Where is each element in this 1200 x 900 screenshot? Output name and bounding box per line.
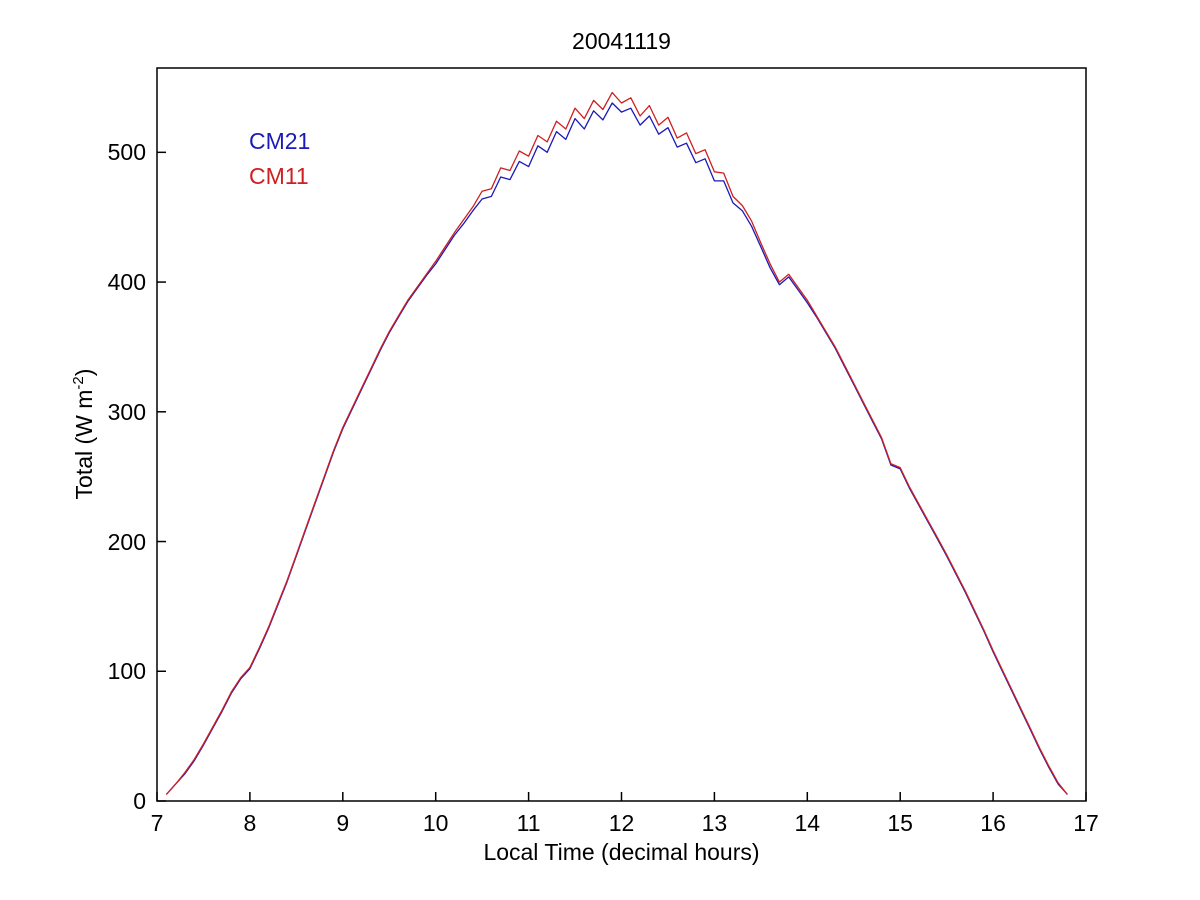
legend-entry-cm11: CM11 (249, 163, 309, 190)
x-tick-label: 16 (980, 810, 1006, 836)
x-tick-label: 15 (887, 810, 913, 836)
chart-title: 20041119 (572, 28, 671, 54)
y-tick-label: 300 (107, 398, 146, 425)
curve-cm11 (165, 91, 1068, 795)
y-axis-label-close: ) (70, 368, 97, 377)
x-tick-label: 9 (336, 810, 350, 836)
x-tick-label: 17 (1073, 810, 1099, 836)
x-tick-label: 8 (243, 810, 257, 836)
y-tick-label: 0 (133, 788, 146, 814)
y-axis-label-text: Total (W m (70, 389, 97, 500)
x-tick-label: 11 (516, 810, 541, 836)
x-tick-label: 13 (701, 810, 728, 836)
y-axis-label-exponent: -2 (70, 376, 88, 390)
y-tick-label: 400 (107, 269, 146, 296)
y-tick-label: 200 (107, 528, 146, 555)
legend-entry-cm21: CM21 (249, 128, 310, 155)
legend-label-cm11: CM11 (249, 163, 309, 189)
legend-label-cm21: CM21 (249, 128, 311, 154)
x-tick-label: 14 (794, 810, 821, 836)
x-tick-label: 10 (422, 810, 449, 836)
x-axis-label: Local Time (decimal hours) (483, 839, 760, 865)
curve-cm21 (165, 102, 1068, 795)
y-tick-label: 500 (107, 139, 146, 166)
x-tick-label: 7 (150, 810, 164, 836)
y-axis-label: Total (W m-2) (70, 369, 98, 500)
x-tick-label: 12 (608, 810, 635, 836)
y-tick-label: 100 (107, 658, 146, 685)
